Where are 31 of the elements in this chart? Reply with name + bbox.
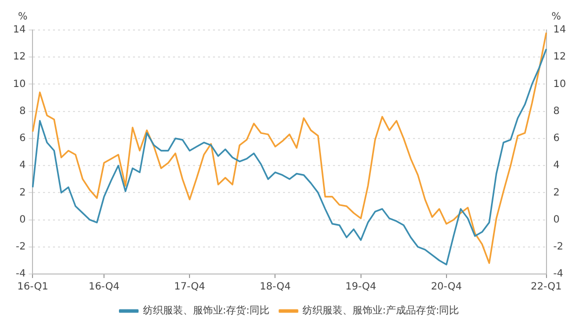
y2-tick-label: -2 — [553, 241, 564, 252]
y2-tick-label: 6 — [553, 133, 560, 144]
x-tick-label: 18-Q4 — [260, 282, 291, 293]
y2-tick-label: 8 — [553, 106, 560, 117]
y-tick-label: 0 — [19, 214, 26, 226]
y-tick-label: 4 — [19, 160, 26, 172]
y-tick-label: 8 — [19, 106, 26, 117]
y-tick-label: -2 — [16, 241, 26, 252]
y-tick-label: 10 — [12, 78, 26, 90]
y2-tick-label: 12 — [553, 52, 566, 63]
y2-tick-label: 10 — [553, 78, 566, 90]
y2-tick-label: 0 — [553, 214, 560, 226]
y2-tick-label: -4 — [553, 268, 564, 280]
x-tick-label: 16-Q4 — [88, 282, 120, 293]
legend-label: 纺织服装、服饰业:产成品存货:同比 — [302, 304, 460, 317]
y-tick-label: 2 — [19, 187, 26, 198]
x-tick-label: 16-Q1 — [17, 282, 48, 293]
x-tick-label: 22-Q1 — [530, 282, 562, 293]
y2-tick-label: 2 — [553, 187, 560, 198]
y-axis-title: % — [18, 12, 28, 23]
y-tick-label: 12 — [12, 52, 26, 63]
y-tick-label: 14 — [12, 24, 26, 36]
y-tick-label: 6 — [19, 133, 26, 144]
legend-label: 纺织服装、服饰业:存货:同比 — [142, 304, 270, 317]
x-tick-label: 19-Q4 — [345, 282, 376, 293]
y-tick-label: -4 — [16, 268, 26, 280]
y2-tick-label: 14 — [553, 24, 566, 36]
y2-tick-label: 4 — [553, 160, 560, 172]
x-tick-label: 20-Q4 — [430, 282, 462, 293]
y2-axis-title: % — [552, 12, 562, 23]
x-tick-label: 17-Q4 — [174, 282, 206, 293]
